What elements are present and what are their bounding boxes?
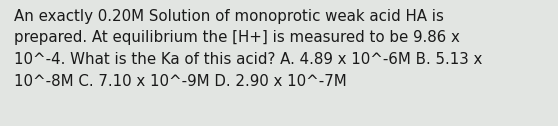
Text: An exactly 0.20M Solution of monoprotic weak acid HA is
prepared. At equilibrium: An exactly 0.20M Solution of monoprotic … <box>14 9 482 89</box>
